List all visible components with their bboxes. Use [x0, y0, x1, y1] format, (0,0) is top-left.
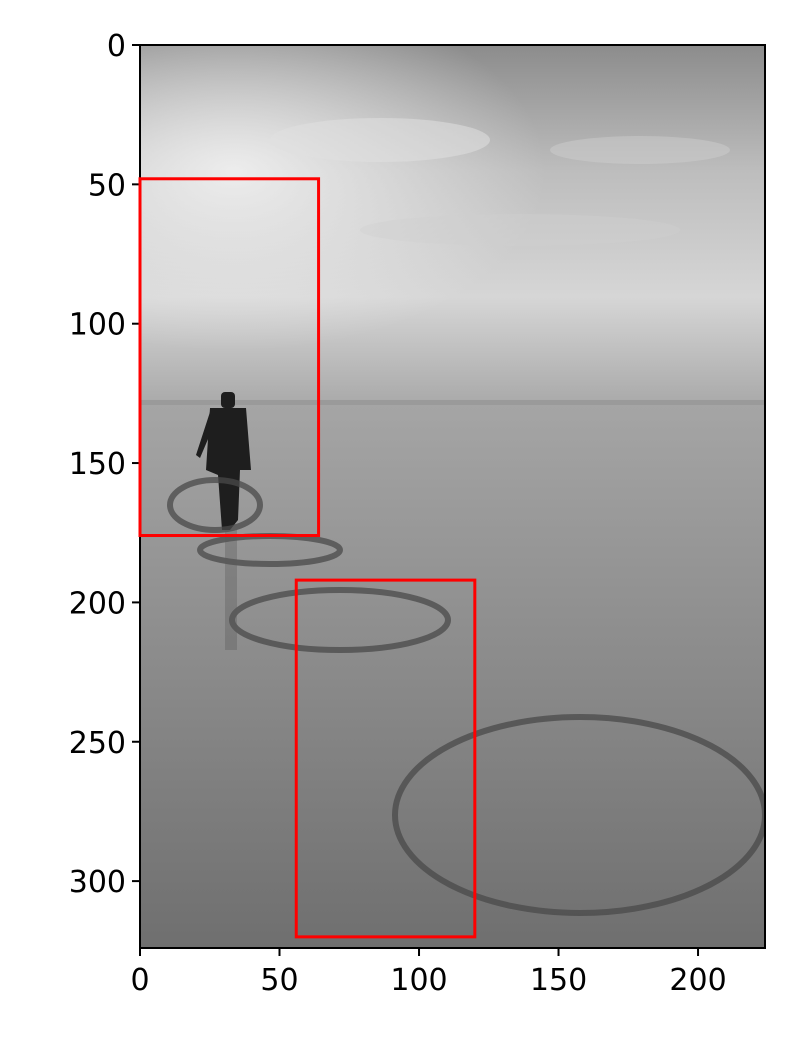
walking-person: [196, 392, 251, 530]
y-axis-ticks: 0 50 100 150 200 250 300: [69, 29, 140, 900]
x-tick-label: 50: [260, 963, 298, 998]
x-tick-label: 0: [130, 963, 149, 998]
y-tick-label: 200: [69, 586, 126, 621]
y-tick-label: 100: [69, 308, 126, 343]
y-tick-label: 0: [107, 29, 126, 64]
y-tick-label: 250: [69, 726, 126, 761]
x-axis-ticks: 0 50 100 150 200: [130, 948, 727, 998]
x-tick-label: 100: [390, 963, 447, 998]
y-tick-label: 300: [69, 865, 126, 900]
y-tick-label: 150: [69, 447, 126, 482]
y-tick-label: 50: [88, 168, 126, 203]
bounding-boxes: [138, 177, 477, 939]
x-tick-label: 200: [669, 963, 726, 998]
x-tick-label: 150: [530, 963, 587, 998]
beach-photo: [140, 45, 765, 948]
bounding-box: [138, 177, 321, 538]
bounding-box: [294, 578, 477, 939]
